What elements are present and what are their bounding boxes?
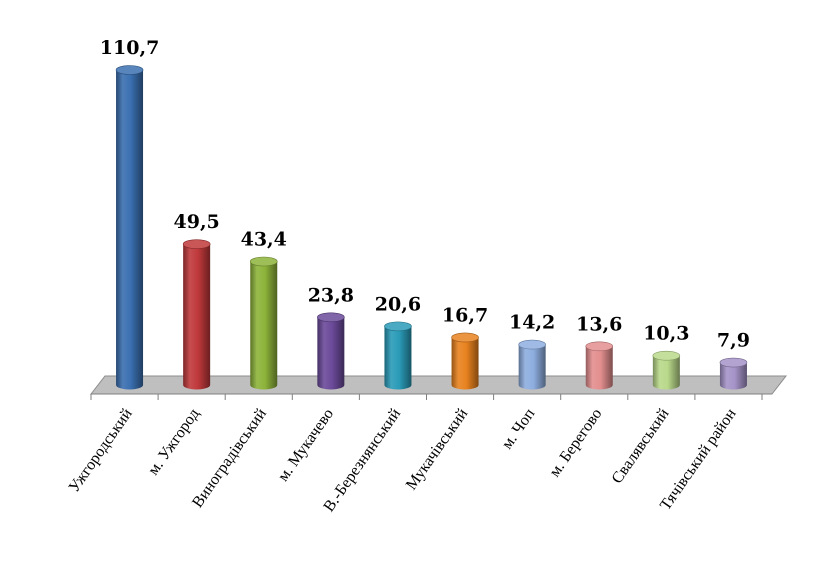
value-label: 10,3 <box>643 323 689 345</box>
bar-body <box>719 362 747 390</box>
bar <box>115 65 144 390</box>
bar-body <box>317 317 345 390</box>
value-label: 43,4 <box>241 229 287 251</box>
bar <box>719 357 748 390</box>
value-label: 14,2 <box>509 312 555 334</box>
value-label: 7,9 <box>717 330 750 352</box>
category-label: м. Чоп <box>499 405 539 452</box>
category-label: Тячівський район <box>657 405 740 513</box>
category-label: Ужгородський <box>66 405 136 495</box>
bar-body <box>116 70 144 390</box>
bar-body <box>183 244 211 390</box>
category-label: м. Берегово <box>546 406 605 481</box>
value-label: 23,8 <box>308 284 354 306</box>
category-label: Мукачівський <box>403 405 472 493</box>
bar <box>518 339 546 390</box>
bar-body <box>652 355 680 390</box>
bar-body <box>384 326 412 390</box>
bar <box>182 239 211 390</box>
bar <box>317 312 345 390</box>
bar-top <box>451 332 479 343</box>
value-label: 13,6 <box>576 313 622 335</box>
bar <box>384 321 412 390</box>
bar <box>249 256 278 390</box>
bar-top <box>249 256 278 267</box>
bar-body <box>585 346 613 390</box>
bar-body <box>451 337 479 390</box>
category-label: Свалявський <box>609 405 673 487</box>
bar-body <box>250 261 278 390</box>
value-labels: 110,7 49,5 43,4 23,8 20,6 16,7 14,2 13,6 10,3 7,9 <box>100 37 750 352</box>
bar-top <box>652 350 681 361</box>
bar-top <box>585 341 614 352</box>
bar-body <box>518 344 546 390</box>
bar-top <box>115 65 144 75</box>
category-label: м. Мукачево <box>275 406 337 485</box>
bar-top <box>384 321 412 332</box>
category-label: м. Ужгород <box>145 406 203 479</box>
bar <box>585 341 614 390</box>
bar-top <box>518 339 546 350</box>
value-label: 16,7 <box>442 304 488 326</box>
value-label: 110,7 <box>100 37 160 59</box>
category-label: Виноградівський <box>189 405 270 511</box>
bar <box>652 350 681 390</box>
bar <box>451 332 479 390</box>
category-label: В.-Березнянський <box>321 405 405 515</box>
value-label: 49,5 <box>174 211 220 233</box>
bar-top <box>317 312 345 323</box>
bars <box>115 65 748 390</box>
bar-top <box>719 357 748 368</box>
x-axis-ticks <box>90 394 763 400</box>
value-label: 20,6 <box>375 293 421 315</box>
bar-top <box>182 239 211 249</box>
